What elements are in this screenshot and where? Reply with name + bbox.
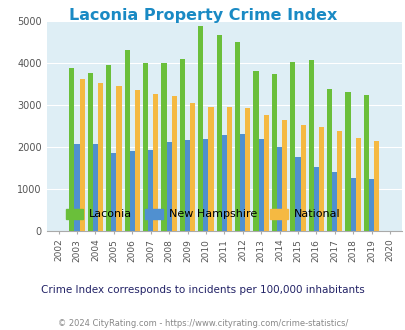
- Bar: [239, 134, 245, 231]
- Bar: [74, 144, 79, 231]
- Bar: [295, 157, 300, 231]
- Bar: [166, 142, 171, 231]
- Bar: [79, 79, 85, 231]
- Bar: [116, 86, 121, 231]
- Bar: [345, 92, 350, 231]
- Legend: Laconia, New Hampshire, National: Laconia, New Hampshire, National: [61, 204, 344, 224]
- Bar: [368, 179, 373, 231]
- Bar: [308, 60, 313, 231]
- Bar: [290, 62, 295, 231]
- Bar: [326, 88, 331, 231]
- Text: Laconia Property Crime Index: Laconia Property Crime Index: [68, 8, 337, 23]
- Bar: [253, 71, 258, 231]
- Bar: [203, 139, 208, 231]
- Bar: [373, 141, 378, 231]
- Bar: [161, 63, 166, 231]
- Bar: [350, 178, 355, 231]
- Bar: [148, 150, 153, 231]
- Bar: [216, 35, 221, 231]
- Bar: [143, 62, 148, 231]
- Bar: [234, 42, 239, 231]
- Bar: [153, 93, 158, 231]
- Bar: [355, 138, 360, 231]
- Bar: [106, 65, 111, 231]
- Bar: [179, 59, 184, 231]
- Bar: [198, 26, 203, 231]
- Bar: [134, 90, 140, 231]
- Bar: [258, 139, 263, 231]
- Bar: [129, 151, 134, 231]
- Bar: [87, 73, 93, 231]
- Bar: [281, 120, 287, 231]
- Bar: [245, 108, 250, 231]
- Bar: [221, 135, 226, 231]
- Bar: [98, 83, 103, 231]
- Bar: [208, 107, 213, 231]
- Text: © 2024 CityRating.com - https://www.cityrating.com/crime-statistics/: © 2024 CityRating.com - https://www.city…: [58, 319, 347, 328]
- Bar: [263, 115, 268, 231]
- Text: Crime Index corresponds to incidents per 100,000 inhabitants: Crime Index corresponds to incidents per…: [41, 285, 364, 295]
- Bar: [171, 96, 177, 231]
- Bar: [190, 103, 195, 231]
- Bar: [69, 68, 74, 231]
- Bar: [184, 140, 190, 231]
- Bar: [276, 147, 281, 231]
- Bar: [226, 107, 232, 231]
- Bar: [111, 153, 116, 231]
- Bar: [93, 144, 98, 231]
- Bar: [313, 167, 318, 231]
- Bar: [337, 131, 342, 231]
- Bar: [318, 127, 323, 231]
- Bar: [300, 125, 305, 231]
- Bar: [331, 172, 337, 231]
- Bar: [363, 95, 368, 231]
- Bar: [124, 50, 129, 231]
- Bar: [271, 74, 276, 231]
